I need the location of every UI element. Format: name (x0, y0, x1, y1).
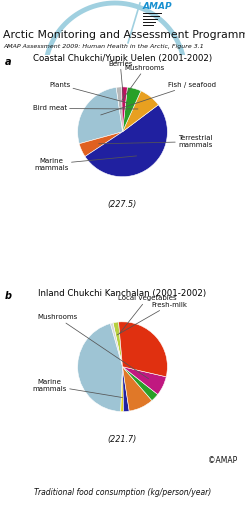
Text: Fish / seafood: Fish / seafood (101, 81, 216, 115)
Text: Plants: Plants (49, 81, 127, 103)
Text: ©AMAP: ©AMAP (208, 456, 238, 465)
Text: Terrestrial
mammals: Terrestrial mammals (99, 135, 212, 148)
Text: Bird meat: Bird meat (33, 105, 138, 112)
Wedge shape (116, 87, 122, 132)
Wedge shape (85, 105, 167, 176)
Wedge shape (78, 324, 122, 411)
Text: Inland Chukchi Kanchalan (2001-2002): Inland Chukchi Kanchalan (2001-2002) (38, 289, 207, 298)
Text: Marine
mammals: Marine mammals (34, 156, 136, 171)
Wedge shape (122, 87, 141, 132)
Wedge shape (122, 366, 166, 395)
Text: Fresh-milk: Fresh-milk (117, 302, 188, 335)
Text: Traditional food consumption (kg/person/year): Traditional food consumption (kg/person/… (34, 488, 211, 497)
Text: Arctic Monitoring and Assessment Programme: Arctic Monitoring and Assessment Program… (3, 30, 245, 40)
Text: (221.7): (221.7) (108, 435, 137, 444)
Text: a: a (5, 56, 12, 66)
Wedge shape (122, 91, 158, 132)
Wedge shape (119, 322, 167, 377)
Text: AMAP Assessment 2009: Human Health in the Arctic, Figure 3.1: AMAP Assessment 2009: Human Health in th… (3, 44, 204, 50)
Text: Coastal Chukchi/Yupik Uelen (2001-2002): Coastal Chukchi/Yupik Uelen (2001-2002) (33, 54, 212, 63)
Text: (227.5): (227.5) (108, 200, 137, 209)
Wedge shape (122, 366, 152, 411)
Wedge shape (122, 366, 129, 411)
Text: Mushrooms: Mushrooms (122, 65, 165, 100)
Wedge shape (78, 87, 122, 144)
Text: Local vegetables: Local vegetables (118, 295, 176, 334)
Wedge shape (110, 323, 122, 366)
Wedge shape (122, 87, 127, 132)
Wedge shape (122, 366, 158, 400)
Text: Marine
mammals: Marine mammals (33, 379, 122, 398)
Wedge shape (79, 132, 122, 157)
Wedge shape (121, 366, 123, 412)
Text: Mushrooms: Mushrooms (37, 314, 148, 379)
Text: Berries: Berries (108, 61, 133, 100)
Wedge shape (113, 322, 122, 366)
Text: AMAP: AMAP (143, 3, 173, 11)
Text: b: b (5, 291, 12, 301)
